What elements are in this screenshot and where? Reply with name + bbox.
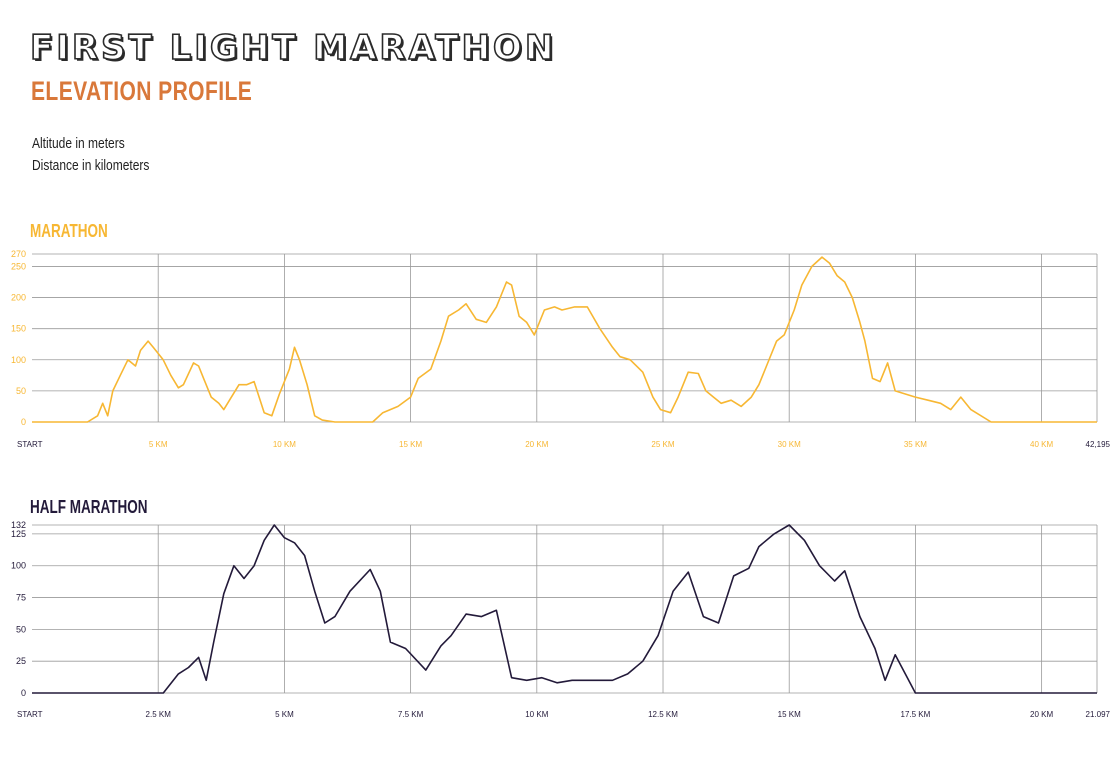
half-marathon-chart-title: HALF MARATHON [30, 497, 148, 517]
distance-unit-note: Distance in kilometers [32, 157, 150, 174]
marathon-x-tick-label: 30 KM [778, 440, 801, 449]
marathon-x-tick-label: 40 KM [1030, 440, 1053, 449]
marathon-y-tick-label: 150 [11, 324, 26, 334]
marathon-chart-title: MARATHON [30, 221, 108, 241]
marathon-x-tick-label: 10 KM [273, 440, 296, 449]
marathon-y-tick-label: 0 [21, 417, 26, 427]
marathon-y-tick-label: 200 [11, 293, 26, 303]
marathon-y-tick-label: 270 [11, 249, 26, 259]
marathon-y-tick-label: 250 [11, 261, 26, 271]
marathon-x-tick-label: 15 KM [399, 440, 422, 449]
marathon-x-tick-label: 25 KM [651, 440, 674, 449]
marathon-x-tick-label: 5 KM [149, 440, 168, 449]
marathon-y-tick-label: 50 [16, 386, 26, 396]
marathon-elevation-line [32, 256, 1097, 423]
marathon-x-tick-label: 35 KM [904, 440, 927, 449]
marathon-y-tick-label: 100 [11, 355, 26, 365]
marathon-x-tick-label: 42,195 [1086, 440, 1111, 449]
page-title: FIRST LIGHT MARATHON [29, 27, 557, 69]
page-subtitle: ELEVATION PROFILE [31, 76, 253, 106]
altitude-unit-note: Altitude in meters [32, 135, 125, 152]
marathon-x-tick-label: 20 KM [525, 440, 548, 449]
marathon-x-tick-label: START [17, 440, 43, 449]
